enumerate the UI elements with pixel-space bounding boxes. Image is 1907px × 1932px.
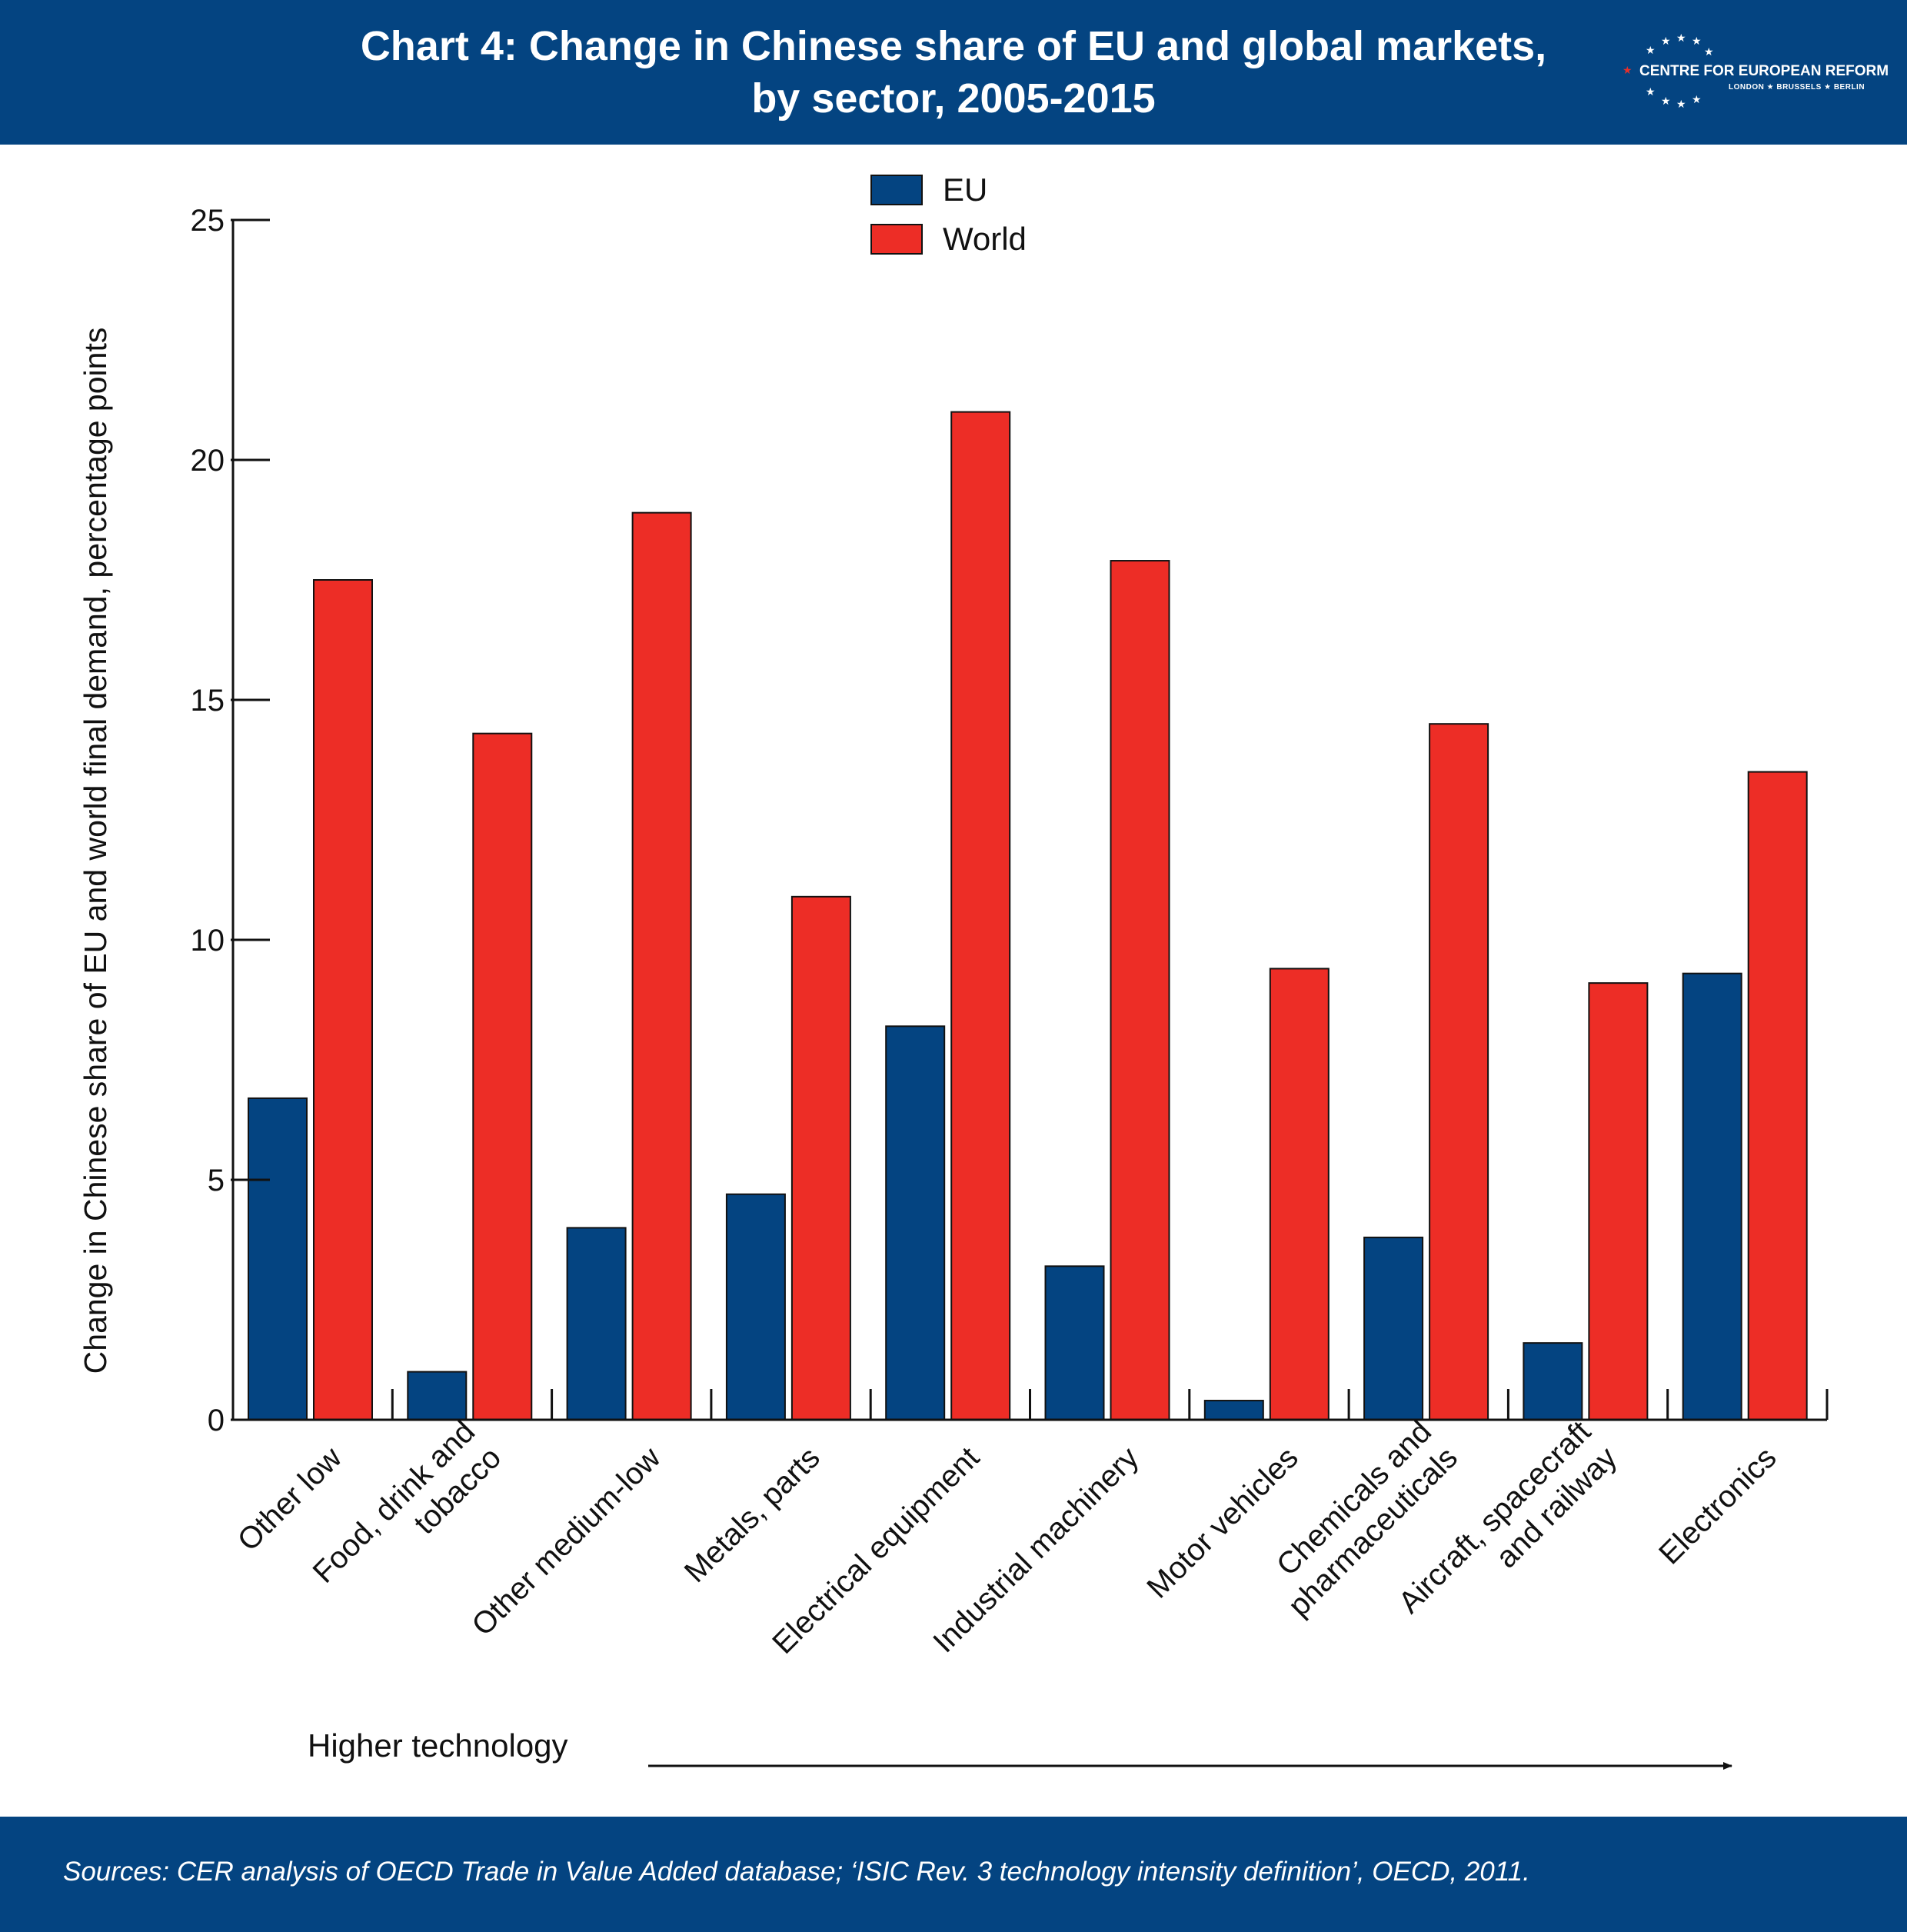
x-tick-label: Motor vehicles [1140, 1441, 1304, 1604]
chart-footer: Sources: CER analysis of OECD Trade in V… [0, 1817, 1907, 1932]
legend-label-eu: EU [943, 172, 987, 208]
logo-star-icon: ★ [1661, 95, 1671, 107]
x-tick-label: Metals, parts [678, 1441, 827, 1589]
y-tick-label: 10 [191, 924, 225, 958]
bar-world-8 [1588, 982, 1649, 1421]
source-note: Sources: CER analysis of OECD Trade in V… [63, 1857, 1530, 1887]
bar-world-5 [1110, 560, 1170, 1421]
x-category-label-9: Electronics [1652, 1441, 1782, 1571]
logo-cities: LONDON ★ BRUSSELS ★ BERLIN [1729, 83, 1865, 92]
bar-world-9 [1747, 771, 1808, 1421]
chart-title-line-2: by sector, 2005-2015 [751, 75, 1156, 122]
bar-eu-2 [566, 1227, 627, 1421]
chart-legend: EU World [870, 172, 1027, 257]
legend-label-world: World [943, 221, 1027, 257]
y-tick-label: 15 [191, 684, 225, 718]
legend-swatch-world [870, 224, 923, 255]
bar-eu-6 [1203, 1400, 1264, 1421]
bar-world-4 [950, 411, 1011, 1421]
logo-star-icon: ★ [1646, 44, 1656, 56]
logo-star-icon: ★ [1646, 85, 1656, 98]
chart-header: Chart 4: Change in Chinese share of EU a… [0, 0, 1907, 145]
chart-title-line-1: Chart 4: Change in Chinese share of EU a… [360, 23, 1547, 69]
bar-world-6 [1269, 968, 1330, 1421]
bar-eu-7 [1363, 1236, 1424, 1421]
logo-star-icon: ★ [1692, 35, 1702, 47]
higher-technology-label: Higher technology [308, 1727, 568, 1764]
logo-star-icon: ★ [1692, 93, 1702, 105]
bar-eu-4 [885, 1025, 946, 1421]
logo-star-icon: ★ [1676, 32, 1686, 44]
y-tick-label: 25 [191, 204, 225, 238]
bar-world-2 [631, 511, 692, 1421]
y-tick-label: 5 [208, 1164, 225, 1198]
logo-star-icon: ★ [1661, 35, 1671, 47]
bars-group [248, 411, 1808, 1421]
x-category-label-3: Metals, parts [678, 1441, 827, 1589]
y-axis-title: Change in Chinese share of EU and world … [78, 328, 113, 1374]
x-tick-label: Electronics [1652, 1441, 1782, 1571]
x-category-label-6: Motor vehicles [1140, 1441, 1304, 1604]
bar-eu-5 [1044, 1265, 1105, 1421]
y-tick-label: 0 [208, 1404, 225, 1437]
logo-star-red-icon: ★ [1622, 64, 1632, 76]
cer-logo: ★ ★ ★ ★ ★ ★ ★ ★ ★ ★ CENTRE FOR EUROPEAN … [1615, 29, 1889, 115]
bar-eu-8 [1523, 1342, 1583, 1421]
logo-star-icon: ★ [1676, 98, 1686, 110]
logo-name: CENTRE FOR EUROPEAN REFORM [1639, 63, 1889, 79]
bar-eu-9 [1682, 972, 1742, 1421]
bar-world-3 [790, 895, 851, 1421]
bar-eu-0 [248, 1097, 308, 1421]
logo-star-icon: ★ [1704, 45, 1714, 58]
x-tick-label: Other low [231, 1441, 348, 1557]
bar-eu-1 [407, 1371, 468, 1421]
bar-world-0 [313, 579, 373, 1421]
x-category-label-0: Other low [231, 1441, 348, 1557]
legend-swatch-eu [870, 175, 923, 205]
chart-title: Chart 4: Change in Chinese share of EU a… [231, 20, 1676, 125]
y-tick-label: 20 [191, 444, 225, 478]
bar-world-1 [472, 732, 533, 1421]
bar-eu-3 [725, 1193, 786, 1421]
bar-world-7 [1429, 723, 1489, 1421]
